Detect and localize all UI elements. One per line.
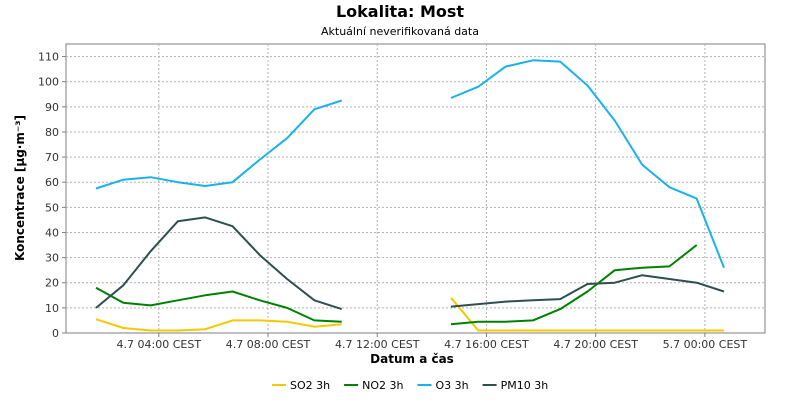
x-axis-label: Datum a čas (370, 352, 454, 366)
series-line-so2-3h (450, 297, 724, 332)
series-line-no2-3h (95, 286, 342, 323)
plot-area (65, 43, 766, 334)
series-line-o3-3h (95, 99, 343, 190)
series-lines (95, 59, 725, 332)
x-tick-label: 4.7 04:00 CEST (117, 338, 202, 351)
x-axis-ticks: 4.7 04:00 CEST 4.7 08:00 CEST 4.7 12:00 CE… (117, 333, 748, 351)
x-tick-label: 4.7 12:00 CEST (335, 338, 420, 351)
y-tick-label: 90 (45, 101, 59, 114)
y-tick-label: 40 (45, 226, 59, 239)
legend-label-o3-3h: O3 3h (435, 379, 468, 392)
y-tick-label: 10 (45, 302, 59, 315)
chart-title: Lokalita: Most (336, 2, 464, 21)
y-tick-label: 100 (38, 76, 59, 89)
series-line-pm10-3h (95, 216, 343, 311)
y-axis-ticks: 0 10 20 30 40 50 60 70 80 90 100 110 (38, 51, 66, 340)
series-line-so2-3h (95, 318, 342, 332)
legend-label-so2-3h: SO2 3h (290, 379, 330, 392)
chart-subtitle: Aktuální neverifikovaná data (321, 25, 479, 38)
x-tick-label: 5.7 00:00 CEST (663, 338, 748, 351)
legend-label-pm10-3h: PM10 3h (501, 379, 549, 392)
y-axis-label: Koncentrace [µg·m⁻³] (13, 115, 27, 261)
x-tick-label: 4.7 08:00 CEST (226, 338, 311, 351)
y-tick-label: 30 (45, 252, 59, 265)
legend-label-no2-3h: NO2 3h (362, 379, 403, 392)
y-tick-label: 70 (45, 151, 59, 164)
series-line-no2-3h (450, 244, 698, 326)
x-tick-label: 4.7 16:00 CEST (444, 338, 529, 351)
y-tick-label: 0 (52, 327, 59, 340)
y-tick-label: 80 (45, 126, 59, 139)
series-line-pm10-3h (450, 274, 725, 308)
grid (66, 44, 765, 333)
y-tick-label: 20 (45, 277, 59, 290)
y-tick-label: 60 (45, 176, 59, 189)
legend: SO2 3h NO2 3h O3 3h PM10 3h (272, 379, 548, 392)
x-tick-label: 4.7 20:00 CEST (553, 338, 638, 351)
series-line-o3-3h (450, 59, 725, 269)
y-tick-label: 50 (45, 201, 59, 214)
y-tick-label: 110 (38, 51, 59, 64)
